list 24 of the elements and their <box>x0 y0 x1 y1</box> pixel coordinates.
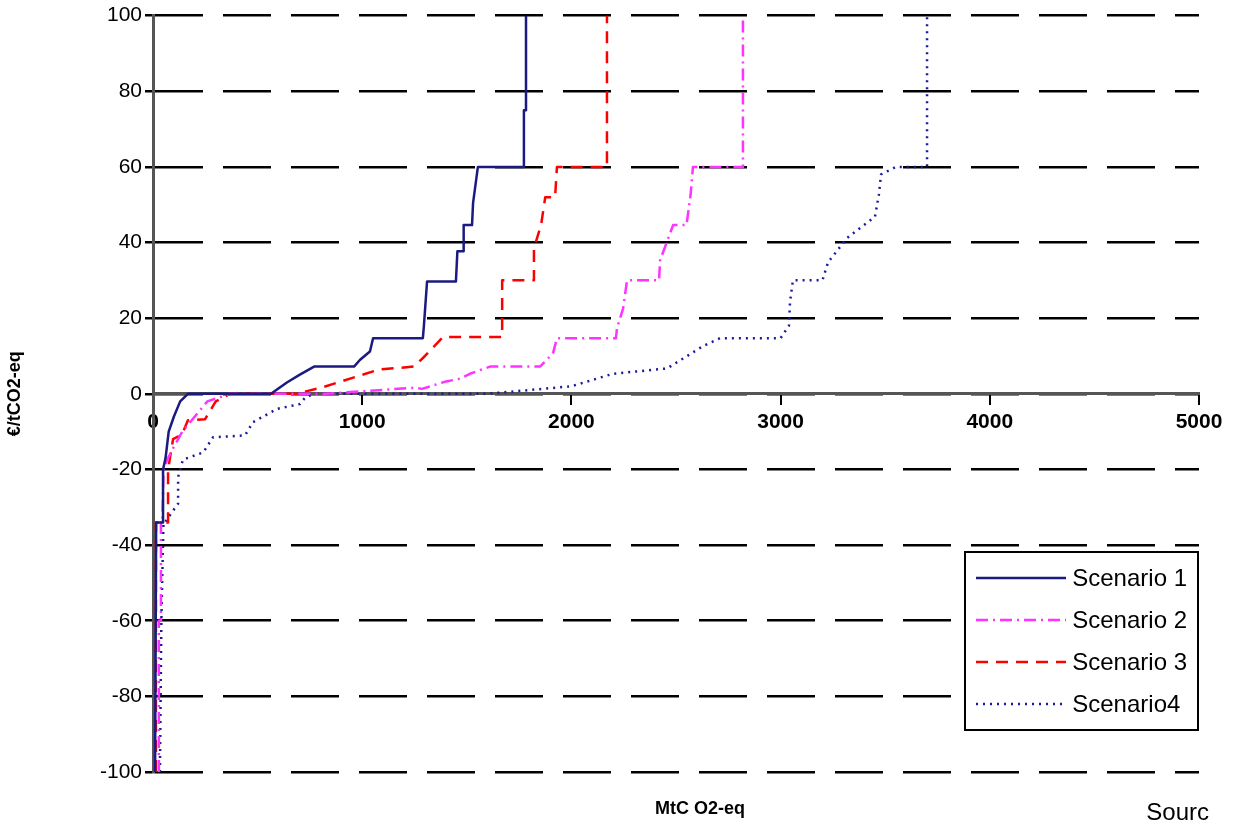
legend-label: Scenario 1 <box>1072 564 1187 592</box>
y-tick-label: -20 <box>111 456 142 480</box>
y-tick-label: -40 <box>111 531 142 555</box>
line-series <box>158 15 929 772</box>
x-tick-label: 3000 <box>757 409 804 433</box>
y-tick-label: 0 <box>130 380 142 404</box>
y-tick-label: -100 <box>99 758 142 782</box>
y-tick-label: 80 <box>118 78 142 102</box>
y-tick-label: 60 <box>118 153 142 177</box>
y-tick-label: 20 <box>118 304 142 328</box>
y-axis-title: €/tCO2-eq <box>3 351 24 437</box>
legend-label: Scenario4 <box>1072 690 1181 718</box>
x-axis-title: MtC O2-eq <box>654 798 746 819</box>
text: Sourc <box>1146 798 1209 826</box>
legend-label: Scenario 2 <box>1072 606 1187 634</box>
y-tick-label: -60 <box>111 607 142 631</box>
legend-label: Scenario 3 <box>1072 648 1187 676</box>
y-tick-label: -80 <box>111 683 142 707</box>
x-tick-label: 1000 <box>338 409 386 433</box>
y-tick-label: 100 <box>106 2 142 26</box>
x-tick-label: 5000 <box>1175 409 1223 433</box>
x-tick-label: 4000 <box>966 409 1014 433</box>
y-tick-label: 40 <box>118 229 142 253</box>
x-tick-label: 2000 <box>548 409 595 433</box>
